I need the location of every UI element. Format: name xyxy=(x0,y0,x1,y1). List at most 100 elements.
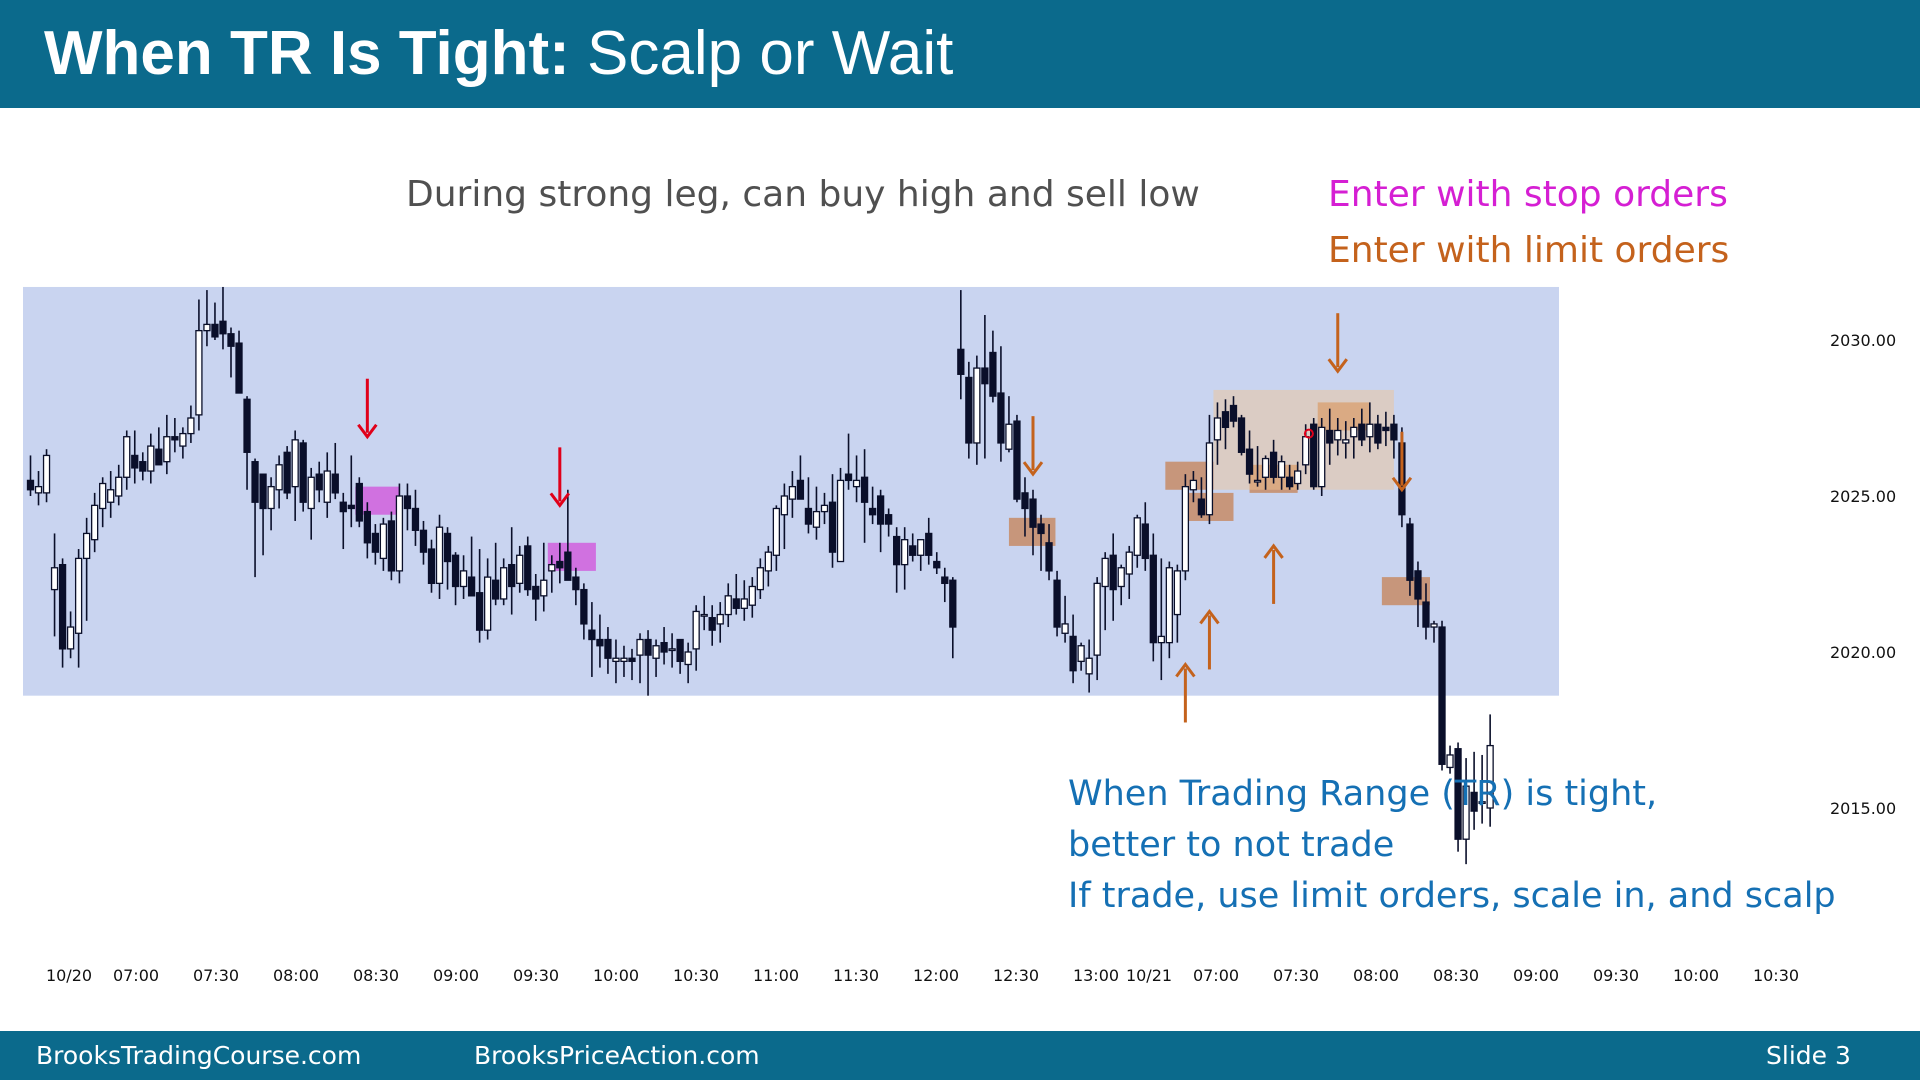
x-tick-label: 09:00 xyxy=(433,966,479,985)
bull-candle-body xyxy=(1093,582,1101,656)
candle xyxy=(1093,577,1101,681)
y-tick-label: 2025.00 xyxy=(1830,487,1896,506)
bull-candle-body xyxy=(1125,551,1133,575)
slide-title: When TR Is Tight: Scalp or Wait xyxy=(44,14,953,94)
bull-candle-body xyxy=(836,479,845,563)
bull-candle-body xyxy=(163,436,171,463)
candle xyxy=(323,452,331,518)
candle xyxy=(772,505,781,571)
bear-candle-body xyxy=(989,351,997,397)
candle xyxy=(780,483,789,550)
arrow-head xyxy=(357,423,378,440)
bear-candle-body xyxy=(283,451,291,494)
bull-candle-body xyxy=(1085,657,1093,675)
bear-candle-body xyxy=(564,551,572,581)
candle xyxy=(1149,533,1157,662)
y-tick-label: 2030.00 xyxy=(1830,331,1896,350)
candle xyxy=(475,549,484,643)
candle xyxy=(1261,455,1270,490)
bear-candle-body xyxy=(1197,498,1206,516)
bull-candle-body xyxy=(203,323,211,332)
candle xyxy=(379,517,388,571)
title-bold-part: When TR Is Tight: xyxy=(44,19,570,88)
footer-bar: BrooksTradingCourse.com BrooksPriceActio… xyxy=(0,1031,1920,1080)
bull-candle-body xyxy=(82,532,91,560)
bear-candle-body xyxy=(403,495,412,510)
candle xyxy=(949,577,957,659)
candle xyxy=(123,430,131,490)
x-tick-label: 07:30 xyxy=(1273,966,1319,985)
bear-candle-body xyxy=(1069,635,1077,672)
x-tick-label: 11:30 xyxy=(833,966,879,985)
candle xyxy=(917,539,925,571)
candle xyxy=(107,471,115,518)
bear-candle-body xyxy=(828,501,837,553)
candle xyxy=(804,477,813,534)
bull-candle-body xyxy=(307,476,315,510)
bull-candle-body xyxy=(852,479,861,488)
candle xyxy=(909,533,917,562)
candle xyxy=(1342,421,1350,459)
candle xyxy=(451,552,460,606)
candle xyxy=(1326,408,1334,465)
candle xyxy=(1013,414,1021,503)
bull-candle-body xyxy=(636,638,644,656)
candle xyxy=(876,489,885,553)
candle xyxy=(1486,714,1494,827)
candle xyxy=(1157,558,1165,681)
down-arrow xyxy=(549,447,571,508)
candle xyxy=(612,639,620,684)
bear-candle-body xyxy=(443,532,452,563)
bull-candle-body xyxy=(267,485,275,510)
candle xyxy=(1181,474,1190,581)
bull-candle-body xyxy=(99,482,107,510)
candle xyxy=(588,602,596,677)
candle xyxy=(508,527,516,615)
candle xyxy=(147,433,155,484)
candle xyxy=(171,418,179,453)
candle xyxy=(435,514,444,599)
down-arrow xyxy=(1022,416,1044,477)
candle xyxy=(1470,751,1478,830)
candle xyxy=(131,430,139,484)
candle xyxy=(91,492,99,553)
bear-candle-body xyxy=(933,560,941,569)
x-tick-label: 07:00 xyxy=(1193,966,1239,985)
candle xyxy=(828,474,837,568)
bull-candle-body xyxy=(1157,635,1165,644)
x-tick-label: 08:00 xyxy=(273,966,319,985)
candle xyxy=(355,477,363,528)
bull-candle-body xyxy=(516,554,524,585)
bear-candle-body xyxy=(628,657,636,663)
candle xyxy=(1374,414,1382,450)
candle xyxy=(34,471,43,506)
bear-candle-body xyxy=(1382,426,1390,432)
bull-candle-body xyxy=(1181,485,1190,572)
candle xyxy=(524,536,532,596)
bull-candle-body xyxy=(740,598,748,609)
bear-candle-body xyxy=(1149,554,1157,644)
bear-candle-body xyxy=(580,588,588,625)
candle xyxy=(844,433,853,490)
candle xyxy=(1133,514,1141,568)
candle xyxy=(1125,545,1133,599)
candle xyxy=(636,633,644,684)
candle xyxy=(259,473,267,556)
candle xyxy=(893,527,901,593)
bear-candle-body xyxy=(451,554,460,588)
bull-candle-body xyxy=(74,557,83,634)
candle xyxy=(1406,517,1414,596)
bull-candle-body xyxy=(1261,457,1270,478)
candle xyxy=(1446,745,1454,774)
candle xyxy=(187,405,195,443)
bull-candle-body xyxy=(34,485,43,494)
candle xyxy=(925,517,933,565)
candle xyxy=(941,567,949,603)
candle xyxy=(500,558,508,606)
bull-candle-body xyxy=(901,539,909,566)
bear-candle-body xyxy=(1053,579,1061,628)
candle xyxy=(1197,477,1206,518)
candle xyxy=(700,595,708,631)
bear-candle-body xyxy=(1245,448,1254,475)
bear-candle-body xyxy=(347,504,355,510)
